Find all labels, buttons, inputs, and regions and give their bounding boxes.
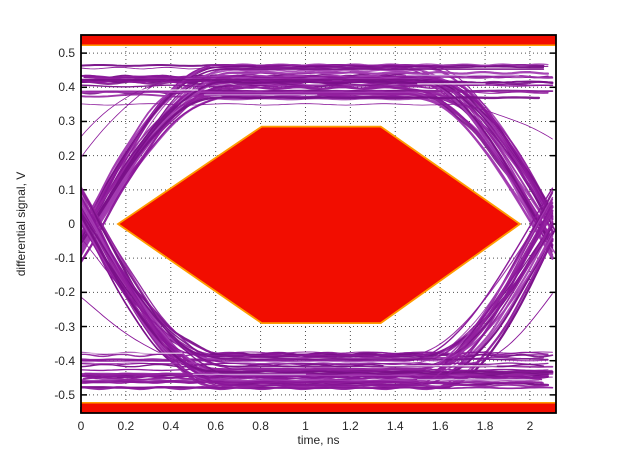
mask-bottom-bar bbox=[81, 402, 556, 413]
y-tick-label: -0.1 bbox=[54, 251, 75, 266]
y-tick-label: -0.3 bbox=[54, 319, 75, 334]
signal-trace bbox=[81, 188, 554, 389]
signal-trace bbox=[81, 196, 554, 377]
x-tick-label: 1.6 bbox=[431, 419, 449, 433]
signal-trace bbox=[81, 74, 549, 230]
x-tick-label: 0.8 bbox=[252, 419, 269, 433]
signal-trace bbox=[81, 80, 554, 244]
outlier-trace bbox=[81, 84, 553, 138]
x-tick-label: 1.4 bbox=[386, 419, 404, 433]
axes-box bbox=[80, 34, 557, 414]
x-tick-label: 2 bbox=[526, 419, 534, 433]
outlier-trace bbox=[81, 293, 553, 366]
x-axis-title: time, ns bbox=[297, 433, 340, 447]
y-tick-label: -0.5 bbox=[54, 387, 75, 402]
signal-trace bbox=[81, 188, 549, 375]
signal-trace bbox=[81, 91, 554, 260]
outlier-trace bbox=[81, 103, 553, 140]
outlier-trace bbox=[81, 76, 553, 158]
x-tick-label: 1.2 bbox=[342, 419, 359, 433]
signal-trace bbox=[81, 64, 553, 245]
eye-mask bbox=[81, 35, 556, 413]
y-tick-label: 0 bbox=[68, 217, 75, 231]
mask-top-bar bbox=[81, 35, 556, 46]
x-tick-label: 0.6 bbox=[207, 419, 225, 433]
signal-trace bbox=[81, 363, 545, 368]
outlier-trace bbox=[81, 237, 553, 373]
signal-trace bbox=[81, 186, 554, 368]
x-tick-label: 0 bbox=[77, 419, 85, 433]
signal-trace bbox=[81, 211, 540, 382]
y-tick-label: 0.2 bbox=[58, 148, 75, 163]
y-tick-label: 0.1 bbox=[58, 182, 75, 197]
signal-trace bbox=[81, 214, 554, 374]
signal-trace bbox=[81, 79, 554, 249]
signal-trace bbox=[81, 214, 554, 357]
y-tick-label: 0.5 bbox=[58, 46, 75, 61]
mask-hexagon bbox=[116, 125, 522, 325]
x-tick-label: 0.2 bbox=[117, 419, 135, 433]
signal-trace bbox=[81, 374, 547, 379]
signal-trace bbox=[81, 230, 554, 358]
y-tick-label: -0.2 bbox=[54, 285, 75, 300]
x-tick-label: 0.4 bbox=[162, 419, 180, 433]
x-tick-label: 1.8 bbox=[476, 419, 494, 433]
y-tick-label: 0.4 bbox=[58, 80, 75, 95]
signal-trace bbox=[81, 187, 554, 362]
y-tick-label: 0.3 bbox=[58, 114, 75, 129]
signal-trace bbox=[81, 195, 554, 387]
x-tick-label: 1 bbox=[302, 419, 309, 433]
eye-diagram-traces bbox=[81, 63, 556, 391]
y-tick-label: -0.4 bbox=[54, 353, 75, 368]
signal-trace bbox=[81, 96, 541, 245]
signal-trace bbox=[81, 68, 545, 229]
